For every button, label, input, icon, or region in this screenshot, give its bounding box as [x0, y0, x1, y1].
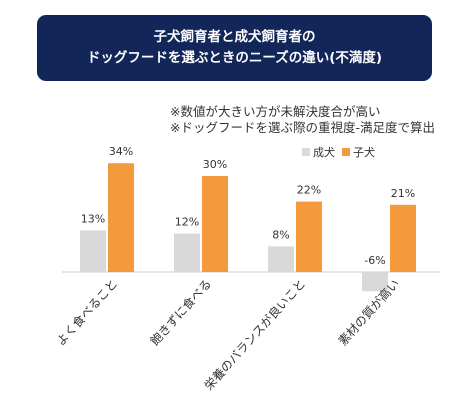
- data-label-puppy-4: 21%: [391, 187, 415, 200]
- bar-puppy-1: [108, 163, 134, 272]
- note-line-2: ※ドッグフードを選ぶ際の重視度-満足度で算出: [170, 120, 435, 135]
- bar-adult-3: [268, 246, 294, 272]
- data-label-adult-1: 13%: [81, 212, 105, 225]
- category-label-2: 飽きずに食べる: [147, 276, 214, 348]
- chart-title-line-2: ドッグフードを選ぶときのニーズの違い(不満度): [86, 50, 383, 66]
- bar-puppy-3: [296, 201, 322, 272]
- category-label-1: よく食べること: [53, 276, 120, 348]
- chart-title-line-1: 子犬飼育者と成犬飼育者の: [153, 29, 316, 45]
- category-label-3: 栄養のバランスが良いこと: [201, 276, 308, 393]
- chart-notes: ※数値が大きい方が未解決度合が高い ※ドッグフードを選ぶ際の重視度-満足度で算出: [170, 104, 435, 136]
- data-label-adult-2: 12%: [175, 216, 199, 229]
- bar-adult-1: [80, 230, 106, 272]
- legend-swatch-adult: [302, 148, 310, 156]
- legend-swatch-puppy: [342, 148, 350, 156]
- data-label-adult-3: 8%: [272, 228, 289, 241]
- data-label-adult-4: -6%: [364, 254, 385, 267]
- legend-label-puppy: 子犬: [353, 145, 375, 159]
- bar-puppy-2: [202, 176, 228, 272]
- legend-label-adult: 成犬: [313, 145, 335, 159]
- bar-adult-2: [174, 233, 200, 272]
- note-line-1: ※数値が大きい方が未解決度合が高い: [170, 104, 381, 119]
- data-label-puppy-3: 22%: [297, 184, 321, 197]
- data-label-puppy-1: 34%: [109, 145, 133, 158]
- data-label-puppy-2: 30%: [203, 158, 227, 171]
- bar-adult-4: [362, 272, 388, 292]
- bar-puppy-4: [390, 204, 416, 272]
- chart-title-box: 子犬飼育者と成犬飼育者の ドッグフードを選ぶときのニーズの違い(不満度): [37, 15, 432, 81]
